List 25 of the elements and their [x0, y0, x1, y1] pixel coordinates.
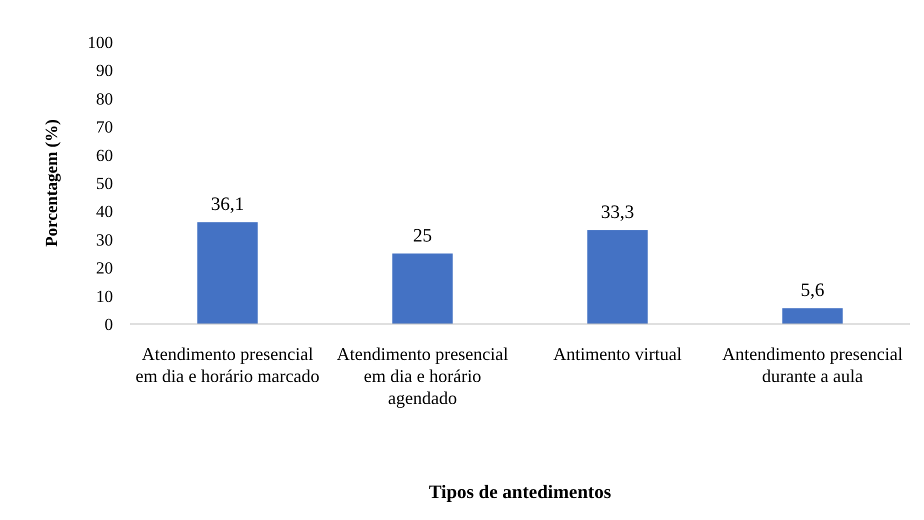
- y-tick-label: 80: [96, 89, 113, 108]
- y-tick-label: 60: [96, 146, 113, 165]
- data-label: 33,3: [600, 202, 634, 224]
- y-tick-label: 100: [88, 32, 113, 52]
- bar: [197, 222, 258, 324]
- y-tick-label: 40: [96, 202, 113, 222]
- y-tick-label: 20: [96, 258, 113, 278]
- y-axis-title: Porcentagem (%): [42, 119, 61, 247]
- x-tick-label: Atendimento presencial em dia e horário agendado: [336, 344, 508, 408]
- y-tick-label: 90: [96, 61, 113, 80]
- data-label: 5,6: [800, 280, 824, 302]
- data-label: 36,1: [210, 194, 244, 216]
- bar: [782, 308, 843, 324]
- bar: [587, 230, 648, 324]
- bar: [392, 254, 453, 324]
- y-tick-label: 0: [104, 314, 113, 334]
- x-tick-label: Antimento virtual: [553, 344, 682, 364]
- x-axis-title: Tipos de antedimentos: [428, 482, 612, 503]
- x-tick-label: Atendimento presencial em dia e horário marcado: [136, 344, 320, 386]
- y-tick-label: 10: [96, 286, 113, 306]
- data-label: 25: [413, 226, 432, 246]
- y-tick-label: 70: [96, 118, 113, 137]
- y-tick-label: 30: [96, 230, 113, 250]
- x-tick-label: Antendimento presencial durante a aula: [722, 344, 903, 386]
- y-tick-label: 50: [96, 174, 113, 193]
